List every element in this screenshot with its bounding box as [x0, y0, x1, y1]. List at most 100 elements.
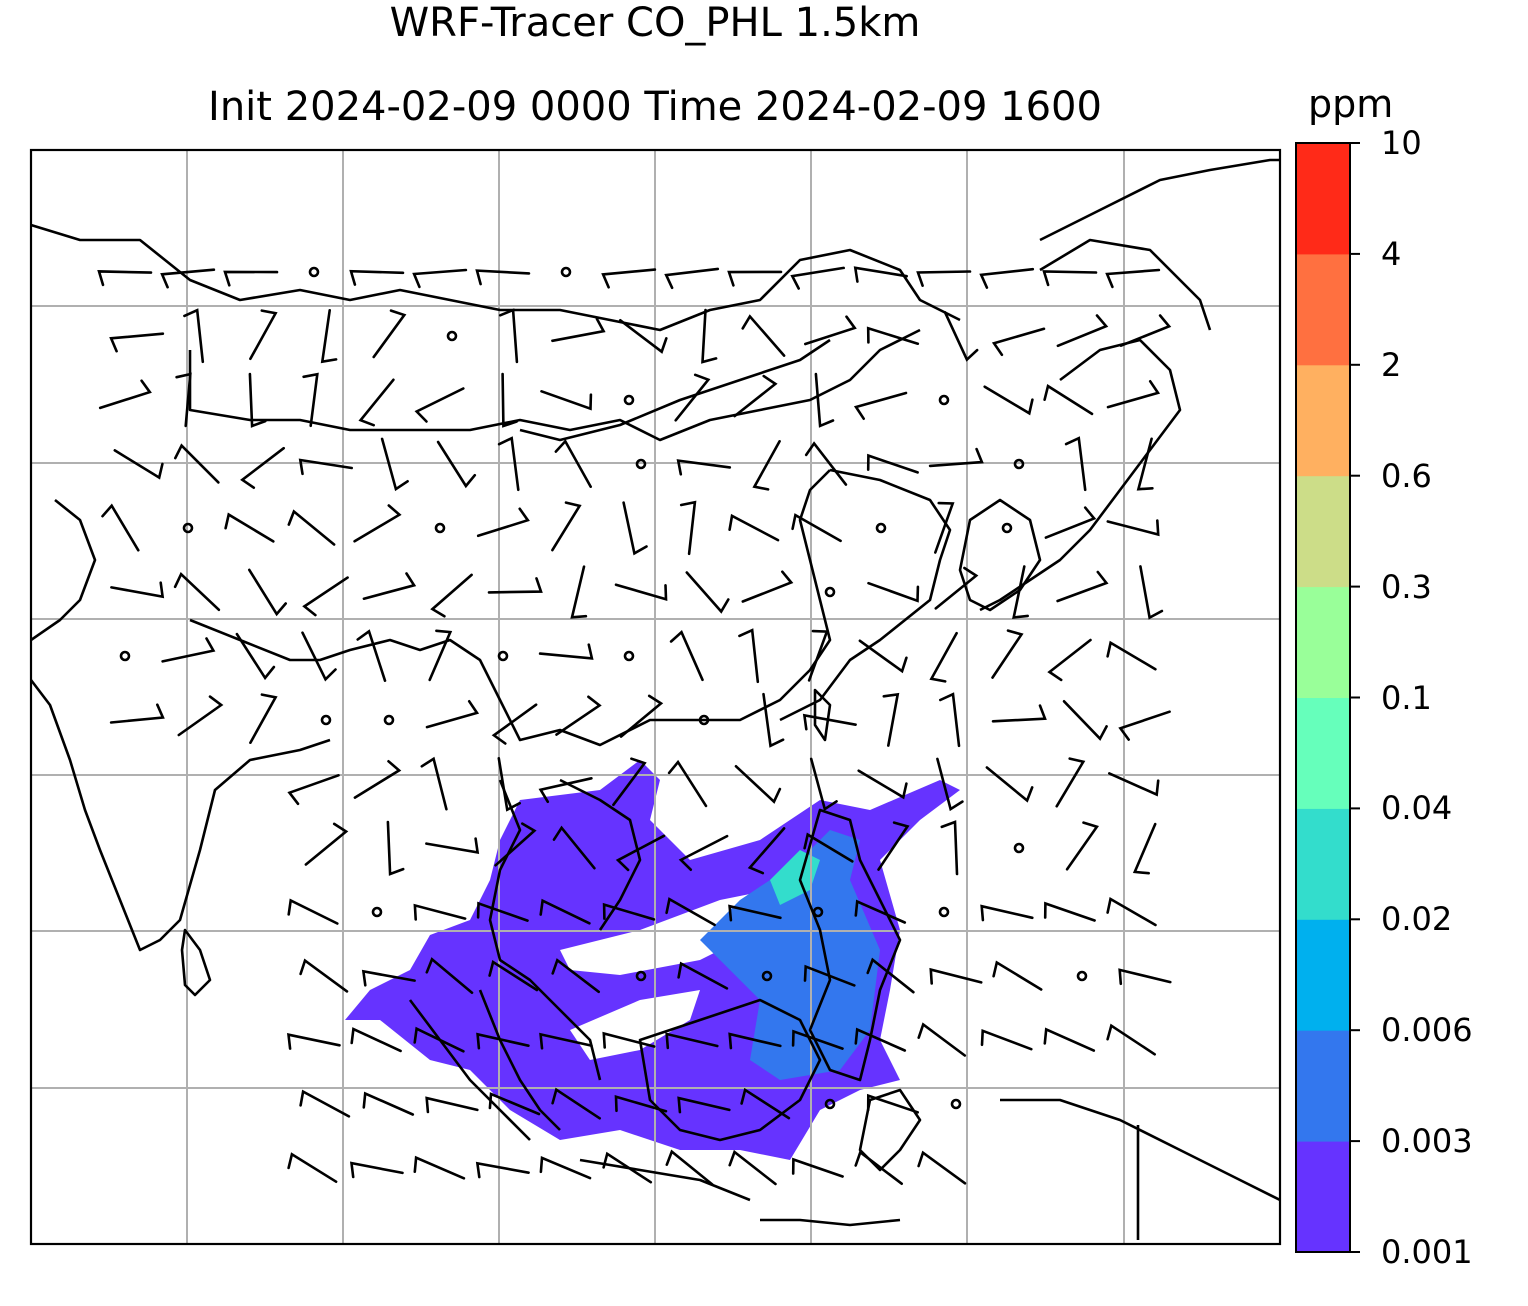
indochina	[488, 778, 642, 1081]
wind-barb	[353, 504, 402, 543]
wind-barb	[854, 1027, 907, 1052]
wind-barb	[350, 1027, 402, 1053]
wind-barb	[985, 766, 1034, 803]
wind-barb	[110, 581, 165, 599]
wind-barb	[1108, 772, 1160, 797]
wind-barb	[803, 832, 854, 863]
plume-mid-level	[700, 830, 880, 1080]
wind-barb	[936, 757, 964, 812]
wind-barb	[762, 692, 785, 748]
wind-barb	[791, 1157, 844, 1178]
wind-barb	[614, 583, 668, 602]
wind-barb	[991, 629, 1024, 679]
wind-barb	[814, 372, 835, 428]
himalaya-border	[189, 469, 832, 747]
wind-barb	[991, 327, 1046, 357]
wind-barb	[1062, 700, 1108, 741]
wind-barb	[728, 1032, 782, 1050]
colorbar-band	[1296, 1141, 1350, 1253]
wind-barb-calm	[875, 522, 887, 534]
wind-barb	[425, 1096, 479, 1114]
wind-barb	[1064, 436, 1087, 492]
wind-barb	[1043, 1027, 1096, 1052]
wind-barb-calm	[635, 458, 647, 470]
wind-barb	[1139, 565, 1164, 620]
wind-barb	[420, 756, 448, 811]
wind-barb	[664, 267, 720, 290]
wind-barb	[413, 1155, 466, 1180]
wind-barb	[539, 1032, 593, 1050]
wind-barb	[491, 703, 538, 745]
java-sumatra	[408, 999, 901, 1227]
wind-barb	[1042, 270, 1098, 287]
wind-barb	[570, 565, 588, 619]
wind-barb	[983, 385, 1034, 416]
wind-barb	[349, 269, 405, 286]
colorbar-band	[1296, 586, 1350, 698]
wind-barb-calm	[812, 906, 824, 918]
wind-barb	[665, 1149, 714, 1186]
wind-barb	[866, 1093, 919, 1114]
wind-barb	[554, 439, 592, 488]
wind-barb-calm	[1076, 970, 1088, 982]
wind-barb	[928, 447, 984, 468]
wind-barb	[980, 904, 1034, 922]
wind-barb	[1047, 638, 1092, 682]
wind-barb	[287, 1152, 338, 1183]
wind-barb	[934, 501, 955, 554]
wind-barb	[853, 391, 908, 420]
wind-barb	[1106, 380, 1161, 409]
wind-barb-calm	[635, 970, 647, 982]
wind-barb	[249, 309, 278, 361]
wind-barb	[734, 765, 782, 804]
wind-barb	[175, 372, 192, 428]
east-china-coast	[779, 468, 952, 722]
wind-barb	[1118, 710, 1171, 741]
wind-barb	[854, 899, 907, 924]
wind-barb	[917, 1150, 967, 1185]
wind-barb	[791, 513, 842, 543]
wind-barb	[1106, 896, 1157, 927]
wind-barb	[302, 576, 349, 617]
wind-barb	[494, 822, 537, 867]
wind-barb	[413, 903, 467, 921]
wind-barb	[487, 577, 543, 594]
wind-barb	[991, 704, 1047, 723]
wind-barb-calm	[938, 906, 950, 918]
wind-barb	[1106, 1023, 1156, 1056]
wind-barb	[665, 1032, 719, 1050]
wind-barb	[304, 822, 349, 866]
wind-barb	[929, 631, 958, 683]
wind-barb-calm	[824, 586, 836, 598]
wind-barb-calm	[1013, 458, 1025, 470]
wind-barb-calm	[623, 650, 635, 662]
wind-barb	[677, 961, 729, 990]
wind-barb	[235, 632, 276, 681]
india-coast	[31, 498, 331, 952]
colorbar-tick-label: 2	[1381, 345, 1402, 384]
colorbar-tick-label: 0.3	[1381, 567, 1432, 606]
wind-barb	[299, 1089, 351, 1118]
wind-barb	[1044, 506, 1097, 539]
wind-barb	[791, 1029, 844, 1050]
wind-barb	[362, 572, 417, 600]
colorbar	[1295, 142, 1360, 1253]
wind-barb	[109, 703, 165, 724]
wind-barb	[679, 500, 697, 556]
wind-barb-calm	[623, 394, 635, 406]
wind-barb-calm	[383, 714, 395, 726]
wind-barb	[361, 969, 416, 987]
wind-barb	[555, 695, 602, 736]
wind-barb	[979, 267, 1035, 289]
wind-barb	[728, 904, 782, 922]
plume-gap-1	[560, 890, 770, 975]
wind-barb	[425, 700, 480, 729]
wind-barb	[929, 967, 983, 985]
wind-barb	[430, 573, 473, 618]
wind-barb	[224, 512, 275, 543]
wind-barb	[552, 825, 596, 870]
wind-barb	[539, 1156, 592, 1180]
wind-barb	[614, 1095, 668, 1113]
wind-barb	[804, 441, 848, 486]
wind-barb	[174, 443, 220, 484]
